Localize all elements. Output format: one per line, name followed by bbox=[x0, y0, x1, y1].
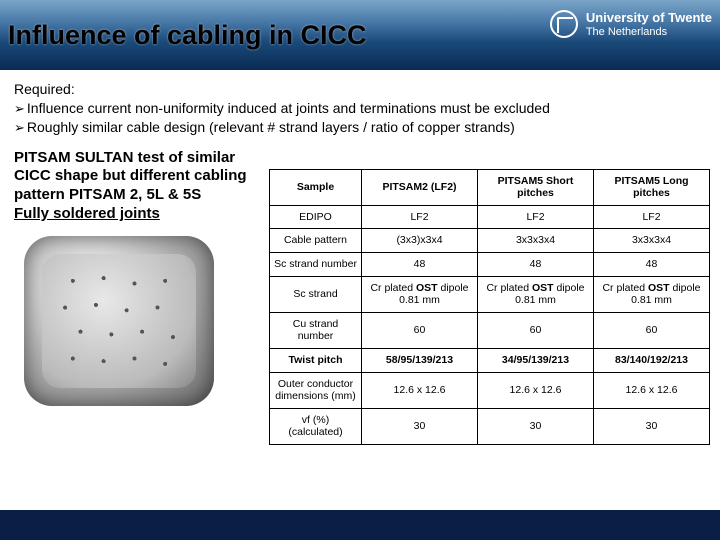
table-cell: 12.6 x 12.6 bbox=[478, 372, 594, 408]
table-cell: 83/140/192/213 bbox=[594, 349, 710, 373]
university-subtitle: The Netherlands bbox=[586, 26, 712, 39]
table-cell: 3x3x3x4 bbox=[594, 229, 710, 253]
university-brand: University of Twente The Netherlands bbox=[550, 10, 712, 39]
university-logo-icon bbox=[550, 10, 578, 38]
row-label: vf (%) (calculated) bbox=[270, 408, 362, 444]
table-cell: 48 bbox=[362, 253, 478, 277]
table-cell: (3x3)x3x4 bbox=[362, 229, 478, 253]
left-column: PITSAM SULTAN test of similar CICC shape… bbox=[14, 149, 259, 406]
slide-title: Influence of cabling in CICC bbox=[0, 20, 367, 51]
required-block: Required: Influence current non-uniformi… bbox=[14, 80, 706, 137]
row-label: Sc strand bbox=[270, 276, 362, 312]
table-cell: LF2 bbox=[594, 205, 710, 229]
row-label: Outer conductor dimensions (mm) bbox=[270, 372, 362, 408]
table-cell: 3x3x3x4 bbox=[478, 229, 594, 253]
row-label: Sc strand number bbox=[270, 253, 362, 277]
required-point-2: Roughly similar cable design (relevant #… bbox=[14, 119, 515, 135]
col-header-sample: Sample bbox=[270, 169, 362, 205]
university-text: University of Twente The Netherlands bbox=[586, 10, 712, 39]
slide-header: Influence of cabling in CICC University … bbox=[0, 0, 720, 70]
table-row: Sc strandCr plated OST dipole 0.81 mmCr … bbox=[270, 276, 710, 312]
table-cell: LF2 bbox=[478, 205, 594, 229]
table-cell: 30 bbox=[594, 408, 710, 444]
table-row: EDIPOLF2LF2LF2 bbox=[270, 205, 710, 229]
row-label: Cable pattern bbox=[270, 229, 362, 253]
table-row: vf (%) (calculated)303030 bbox=[270, 408, 710, 444]
table-cell: 60 bbox=[478, 312, 594, 348]
table-cell: Cr plated OST dipole 0.81 mm bbox=[362, 276, 478, 312]
required-point-1: Influence current non-uniformity induced… bbox=[14, 100, 550, 116]
figure-caption: PITSAM SULTAN test of similar CICC shape… bbox=[14, 149, 259, 224]
table-cell: 60 bbox=[594, 312, 710, 348]
col-header-pitsam5-long: PITSAM5 Long pitches bbox=[594, 169, 710, 205]
table-row: Twist pitch58/95/139/21334/95/139/21383/… bbox=[270, 349, 710, 373]
pitsam-data-table: Sample PITSAM2 (LF2) PITSAM5 Short pitch… bbox=[269, 169, 710, 445]
required-label: Required: bbox=[14, 80, 706, 99]
table-header-row: Sample PITSAM2 (LF2) PITSAM5 Short pitch… bbox=[270, 169, 710, 205]
university-name: University of Twente bbox=[586, 10, 712, 26]
table-cell: 48 bbox=[478, 253, 594, 277]
table-cell: Cr plated OST dipole 0.81 mm bbox=[594, 276, 710, 312]
table-cell: 48 bbox=[594, 253, 710, 277]
footer-bar bbox=[0, 510, 720, 540]
main-row: PITSAM SULTAN test of similar CICC shape… bbox=[14, 149, 706, 445]
caption-line-1: PITSAM SULTAN test of similar CICC shape… bbox=[14, 149, 247, 204]
table-cell: 30 bbox=[362, 408, 478, 444]
table-cell: 60 bbox=[362, 312, 478, 348]
cable-cross-section-image bbox=[24, 236, 214, 406]
row-label: Cu strand number bbox=[270, 312, 362, 348]
col-header-pitsam5-short: PITSAM5 Short pitches bbox=[478, 169, 594, 205]
row-label: Twist pitch bbox=[270, 349, 362, 373]
table-cell: 12.6 x 12.6 bbox=[594, 372, 710, 408]
row-label: EDIPO bbox=[270, 205, 362, 229]
table-cell: 34/95/139/213 bbox=[478, 349, 594, 373]
table-row: Sc strand number484848 bbox=[270, 253, 710, 277]
table-cell: 58/95/139/213 bbox=[362, 349, 478, 373]
table-cell: LF2 bbox=[362, 205, 478, 229]
table-cell: Cr plated OST dipole 0.81 mm bbox=[478, 276, 594, 312]
col-header-pitsam2: PITSAM2 (LF2) bbox=[362, 169, 478, 205]
table-cell: 30 bbox=[478, 408, 594, 444]
table-row: Cable pattern(3x3)x3x43x3x3x43x3x3x4 bbox=[270, 229, 710, 253]
slide-content: Required: Influence current non-uniformi… bbox=[0, 70, 720, 451]
table-row: Outer conductor dimensions (mm)12.6 x 12… bbox=[270, 372, 710, 408]
table-row: Cu strand number606060 bbox=[270, 312, 710, 348]
table-cell: 12.6 x 12.6 bbox=[362, 372, 478, 408]
caption-line-2: Fully soldered joints bbox=[14, 205, 160, 222]
